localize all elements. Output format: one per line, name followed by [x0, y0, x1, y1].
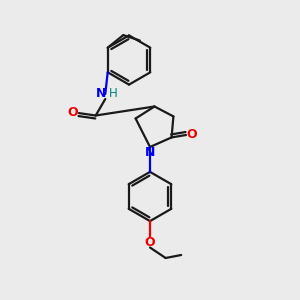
Text: N: N	[96, 87, 106, 101]
Text: O: O	[187, 128, 197, 141]
Text: O: O	[145, 236, 155, 249]
Text: O: O	[67, 106, 78, 119]
Text: H: H	[109, 87, 118, 101]
Text: N: N	[145, 146, 155, 159]
